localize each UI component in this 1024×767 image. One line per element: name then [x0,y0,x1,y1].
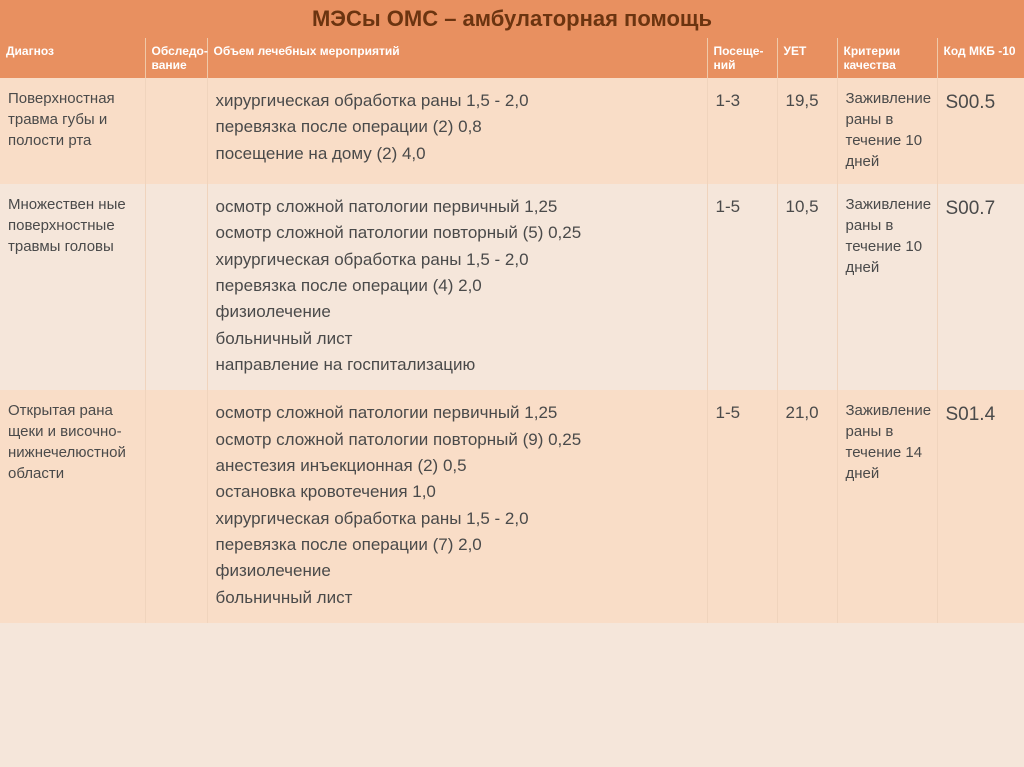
cell-vis: 1-5 [707,390,777,623]
cell-diag: Открытая рана щеки и височно-нижнечелюст… [0,390,145,623]
cell-crit: Заживление раны в течение 10 дней [837,78,937,184]
cell-mkb: S00.5 [937,78,1024,184]
cell-crit: Заживление раны в течение 14 дней [837,390,937,623]
cell-uet: 21,0 [777,390,837,623]
col-header-crit: Критерии качества [837,38,937,78]
cell-mkb: S00.7 [937,184,1024,390]
cell-diag: Поверхностная травма губы и полости рта [0,78,145,184]
cell-vis: 1-3 [707,78,777,184]
col-header-vol: Объем лечебных мероприятий [207,38,707,78]
cell-vol: хирургическая обработка раны 1,5 - 2,0пе… [207,78,707,184]
cell-obsl [145,390,207,623]
col-header-obsl: Обследо-вание [145,38,207,78]
cell-vol: осмотр сложной патологии первичный 1,25о… [207,390,707,623]
cell-obsl [145,78,207,184]
col-header-uet: УЕТ [777,38,837,78]
mes-table: Диагноз Обследо-вание Объем лечебных мер… [0,38,1024,623]
cell-crit: Заживление раны в течение 10 дней [837,184,937,390]
cell-vol: осмотр сложной патологии первичный 1,25о… [207,184,707,390]
table-row: Открытая рана щеки и височно-нижнечелюст… [0,390,1024,623]
table-row: Множествен ные поверхностные травмы голо… [0,184,1024,390]
cell-obsl [145,184,207,390]
cell-uet: 10,5 [777,184,837,390]
page-title: МЭСы ОМС – амбулаторная помощь [0,0,1024,38]
cell-vis: 1-5 [707,184,777,390]
cell-uet: 19,5 [777,78,837,184]
col-header-mkb: Код МКБ -10 [937,38,1024,78]
col-header-vis: Посеще-ний [707,38,777,78]
table-row: Поверхностная травма губы и полости рта … [0,78,1024,184]
cell-diag: Множествен ные поверхностные травмы голо… [0,184,145,390]
table-header-row: Диагноз Обследо-вание Объем лечебных мер… [0,38,1024,78]
cell-mkb: S01.4 [937,390,1024,623]
col-header-diag: Диагноз [0,38,145,78]
